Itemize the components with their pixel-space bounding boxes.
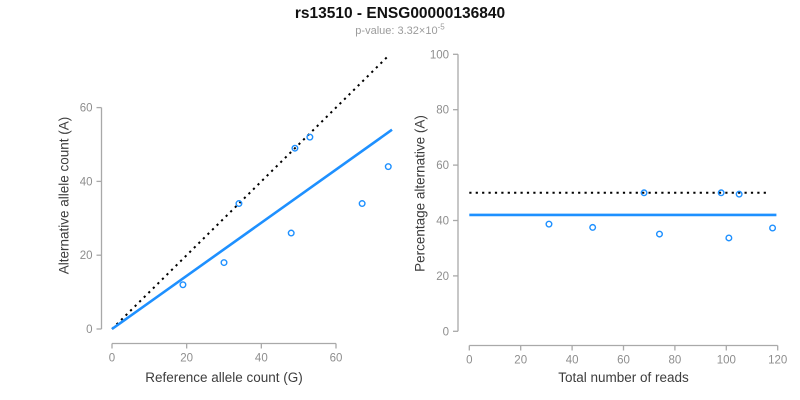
x-tick-label: 60: [330, 353, 343, 365]
x-tick-label: 0: [466, 355, 472, 367]
y-tick-label: 0: [86, 324, 92, 336]
y-tick-label: 60: [80, 103, 93, 115]
data-point-circle: [291, 144, 299, 152]
right-x-axis-title: Total number of reads: [558, 370, 689, 385]
y-tick-label: 40: [436, 216, 449, 228]
x-tick-label: 80: [669, 355, 682, 367]
y-tick-label: 0: [443, 326, 449, 338]
y-tick-label: 40: [80, 176, 93, 188]
identity-line: [111, 55, 389, 330]
x-tick-label: 100: [717, 355, 736, 367]
x-tick-label: 40: [255, 353, 268, 365]
pvalue-text: p-value: 3.32×10: [355, 25, 438, 37]
data-point-circle: [220, 259, 228, 267]
data-point-circle: [358, 200, 366, 208]
page-title: rs13510 - ENSG00000136840: [294, 5, 506, 22]
right-y-axis-title: Percentage alternative (A): [412, 115, 428, 272]
pvalue-subtitle: p-value: 3.32×10-5: [0, 22, 800, 37]
data-point-circle: [640, 189, 648, 197]
data-point-circle: [735, 190, 743, 198]
left-x-axis-title: Reference allele count (G): [145, 370, 303, 385]
data-point-circle: [589, 223, 597, 231]
data-point-circle: [655, 230, 663, 238]
data-point-circle: [235, 200, 243, 208]
y-tick-label: 100: [430, 49, 449, 61]
x-tick-label: 20: [514, 355, 527, 367]
left-y-axis-title: Alternative allele count (A): [56, 116, 72, 275]
data-point-circle: [179, 281, 187, 289]
data-point-circle: [769, 224, 777, 232]
x-tick-label: 60: [617, 355, 630, 367]
pvalue-exponent: -5: [437, 22, 445, 32]
x-tick-label: 0: [109, 353, 115, 365]
x-tick-label: 40: [566, 355, 579, 367]
data-point-circle: [384, 163, 392, 171]
y-tick-label: 20: [80, 250, 93, 262]
y-tick-label: 80: [436, 105, 449, 117]
x-tick-label: 120: [768, 355, 787, 367]
data-point-circle: [545, 220, 553, 228]
y-tick-label: 60: [436, 160, 449, 172]
data-point-circle: [717, 189, 725, 197]
data-point-circle: [725, 234, 733, 242]
fit-line: [111, 128, 393, 331]
data-point-circle: [306, 133, 314, 141]
x-tick-label: 20: [180, 353, 193, 365]
y-tick-label: 20: [436, 271, 449, 283]
data-point-circle: [287, 229, 295, 237]
